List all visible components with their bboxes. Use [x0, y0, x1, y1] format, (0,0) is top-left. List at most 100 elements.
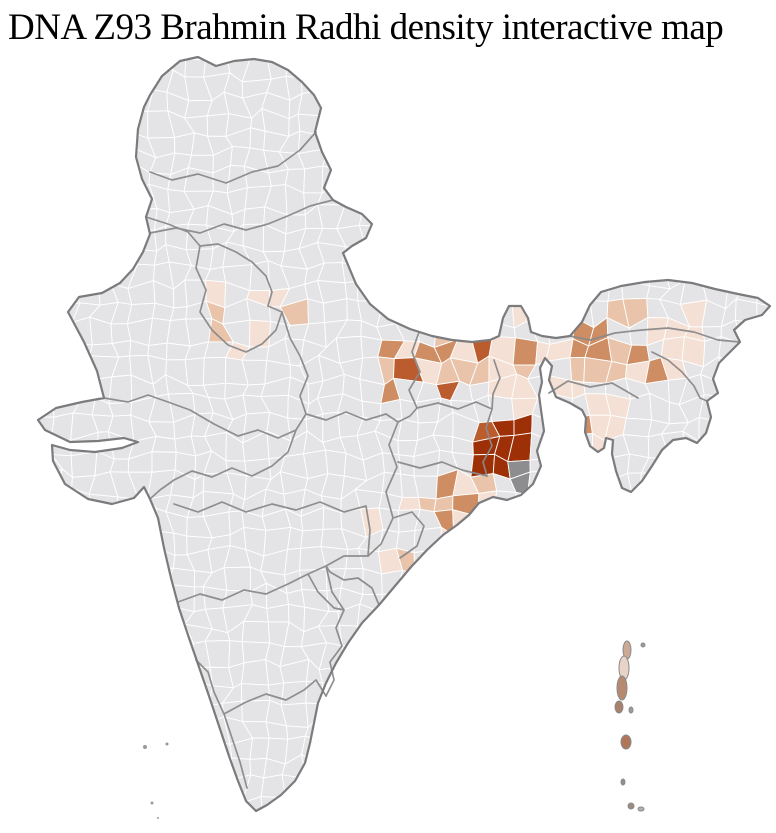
district-cell[interactable]	[662, 812, 686, 833]
district-cell[interactable]	[570, 779, 593, 800]
district-cell[interactable]	[415, 764, 442, 784]
district-cell[interactable]	[738, 128, 761, 155]
district-cell[interactable]	[94, 584, 121, 612]
district-cell[interactable]	[18, 566, 41, 594]
district-cell[interactable]	[606, 814, 633, 833]
district-cell[interactable]	[508, 223, 536, 246]
district-cell[interactable]	[659, 166, 689, 196]
district-cell[interactable]	[169, 680, 193, 700]
district-cell[interactable]	[114, 545, 134, 577]
district-cell[interactable]	[75, 715, 102, 745]
district-cell[interactable]	[339, 147, 366, 172]
district-cell[interactable]	[623, 549, 648, 572]
district-cell[interactable]	[148, 583, 172, 607]
district-cell[interactable]	[545, 223, 570, 249]
district-cell[interactable]	[662, 608, 683, 632]
district-cell[interactable]	[737, 685, 763, 706]
district-cell[interactable]	[489, 115, 509, 134]
district-cell[interactable]	[717, 224, 744, 253]
district-cell[interactable]	[412, 585, 441, 613]
district-cell[interactable]	[374, 242, 405, 271]
district-cell[interactable]	[393, 89, 419, 116]
district-cell[interactable]	[663, 245, 685, 271]
district-cell[interactable]	[644, 603, 665, 628]
district-cell[interactable]	[90, 685, 114, 709]
district-cell[interactable]	[698, 453, 725, 474]
district-cell[interactable]	[95, 715, 119, 748]
district-cell[interactable]	[527, 282, 556, 308]
district-cell[interactable]	[357, 723, 384, 741]
district-cell[interactable]	[70, 620, 99, 650]
district-cell[interactable]	[375, 269, 402, 289]
district-cell[interactable]	[529, 432, 552, 461]
district-cell[interactable]	[36, 705, 55, 727]
district-cell[interactable]	[432, 820, 457, 833]
district-cell[interactable]	[393, 75, 420, 100]
district-cell[interactable]	[684, 115, 707, 139]
district-cell[interactable]	[704, 134, 722, 156]
district-cell[interactable]	[51, 359, 81, 383]
district-cell[interactable]	[497, 701, 512, 726]
district-cell[interactable]	[72, 584, 100, 606]
district-cell[interactable]	[90, 624, 115, 650]
district-cell[interactable]	[736, 412, 759, 438]
district-cell[interactable]	[43, 663, 59, 687]
district-cell[interactable]	[395, 621, 423, 648]
district-cell[interactable]	[148, 725, 177, 740]
district-cell[interactable]	[169, 697, 190, 728]
district-cell[interactable]	[763, 41, 776, 60]
district-cell[interactable]	[662, 127, 685, 148]
district-cell[interactable]	[645, 758, 669, 777]
district-cell[interactable]	[23, 375, 42, 403]
district-cell[interactable]	[697, 622, 723, 642]
district-cell[interactable]	[24, 190, 43, 207]
district-cell[interactable]	[663, 626, 690, 647]
district-cell[interactable]	[662, 111, 689, 138]
district-cell[interactable]	[376, 666, 405, 683]
district-cell[interactable]	[302, 775, 329, 801]
district-cell[interactable]	[496, 243, 517, 270]
district-cell[interactable]	[487, 588, 516, 613]
district-cell[interactable]	[549, 624, 573, 649]
district-cell[interactable]	[722, 792, 747, 815]
district-cell[interactable]	[164, 640, 195, 669]
district-cell[interactable]	[92, 110, 114, 134]
district-cell[interactable]	[249, 319, 272, 348]
district-cell[interactable]	[611, 222, 629, 252]
district-cell[interactable]	[718, 153, 746, 175]
district-cell[interactable]	[108, 719, 136, 748]
district-cell[interactable]	[736, 395, 758, 418]
district-cell[interactable]	[454, 57, 477, 82]
district-cell[interactable]	[53, 774, 72, 803]
district-cell[interactable]	[359, 189, 380, 212]
district-cell[interactable]	[660, 720, 684, 744]
district-cell[interactable]	[54, 147, 82, 174]
district-cell[interactable]	[756, 322, 775, 343]
district-cell[interactable]	[718, 551, 746, 570]
district-cell[interactable]	[549, 780, 575, 805]
district-cell[interactable]	[585, 567, 609, 591]
district-cell[interactable]	[551, 798, 572, 822]
district-cell[interactable]	[644, 704, 667, 722]
district-cell[interactable]	[318, 738, 348, 766]
district-cell[interactable]	[698, 117, 721, 139]
district-cell[interactable]	[721, 468, 746, 495]
district-cell[interactable]	[33, 739, 61, 764]
district-cell[interactable]	[40, 52, 56, 72]
district-cell[interactable]	[701, 565, 720, 592]
district-cell[interactable]	[685, 93, 707, 119]
district-cell[interactable]	[632, 818, 649, 833]
district-cell[interactable]	[737, 762, 766, 783]
district-cell[interactable]	[396, 700, 421, 729]
district-cell[interactable]	[565, 76, 594, 98]
district-cell[interactable]	[184, 716, 209, 741]
district-cell[interactable]	[666, 488, 688, 518]
district-cell[interactable]	[552, 260, 575, 285]
district-cell[interactable]	[549, 661, 573, 683]
district-cell[interactable]	[686, 175, 709, 195]
district-cell[interactable]	[620, 243, 649, 267]
district-cell[interactable]	[664, 146, 689, 177]
district-cell[interactable]	[640, 685, 669, 707]
district-cell[interactable]	[342, 665, 361, 690]
district-cell[interactable]	[34, 241, 57, 269]
